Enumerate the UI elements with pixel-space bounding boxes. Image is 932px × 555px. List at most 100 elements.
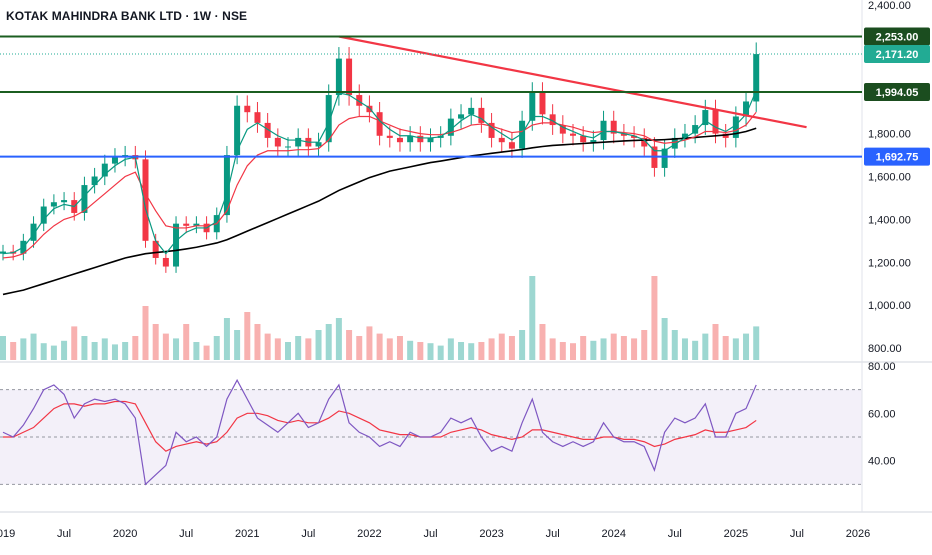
candle-body [488,122,495,138]
volume-bar [142,306,149,360]
volume-bar [213,336,220,360]
rsi-line [2,378,757,486]
candle-body [325,95,332,143]
volume-bar [447,338,454,360]
volume-bar [396,336,403,360]
candle-body [661,148,668,168]
time-tick-label: Jul [668,528,682,540]
candle-body [529,92,536,121]
last-price-label: 2,171.20 [876,49,919,61]
volume-bar [641,330,648,360]
volume-bar [478,342,485,360]
time-tick-label: 2019 [0,528,15,540]
candle-body [396,137,403,143]
volume-bar [570,343,576,360]
last-price-label-box [864,45,930,64]
volume-bar [50,345,57,360]
candle-body [61,200,68,203]
price-tick-label: 1,600.00 [868,172,911,184]
price-tick-label: 1,400.00 [868,214,911,226]
volume-bar [712,324,719,360]
candle-body [753,54,760,102]
time-tick-label: 2021 [235,528,259,540]
volume-bar [244,312,251,360]
level-label: 2,253.00 [876,32,919,44]
candle-body [447,118,454,136]
candle-body [743,101,750,117]
volume-bar [681,338,688,360]
candle-body [244,105,251,113]
volume-bar [590,340,597,360]
candle-body [234,105,241,156]
level-label: 1,994.05 [876,87,919,99]
level-label-box [864,147,930,166]
volume-bar [366,326,373,360]
volume-bar [722,336,729,360]
volume-bar [631,338,638,360]
level-label-box [864,83,930,102]
time-tick-label: Jul [301,528,315,540]
candle-body [315,142,322,147]
time-tick-label: 2026 [846,528,870,540]
candle-body [692,125,699,134]
time-tick-label: Jul [423,528,437,540]
candle-body [30,223,37,241]
volume-bar [101,338,108,360]
price-tick-label: 1,800.00 [868,129,911,141]
candle-body [458,114,465,119]
volume-bar [325,324,332,360]
volume-bar [732,338,739,360]
time-tick-label: Jul [790,528,804,540]
candle-body [346,58,353,96]
volume-bar [295,336,302,360]
volume-bar [661,318,668,360]
volume-bar [386,338,393,360]
volume-bar [91,342,98,360]
volume-bar [753,326,760,360]
candle-body [285,146,291,148]
candle-body [193,223,200,226]
candle-body [539,92,546,115]
chart-title: KOTAK MAHINDRA BANK LTD · 1W · NSE [6,9,248,23]
time-tick-label: 2024 [601,528,625,540]
candle-body [173,223,180,267]
volume-bar [519,330,526,360]
volume-bar [81,336,88,360]
volume-bar [223,318,230,360]
candle-body [407,135,414,143]
volume-bar [335,318,342,360]
price-tick-label: 1,200.00 [868,257,911,269]
candle-body [335,58,342,96]
candle-body [376,112,383,136]
volume-bar [162,333,169,360]
time-tick-label: Jul [546,528,560,540]
volume-bar [40,343,47,360]
volume-bar [498,333,505,360]
candle-body [549,114,556,126]
volume-bar [71,326,78,360]
volume-bar [274,338,281,360]
volume-bar [173,338,180,360]
volume-bar [407,340,414,360]
volume-bar [193,342,200,360]
volume-bar [529,276,536,360]
rsi-tick-label: 80.00 [868,361,896,373]
candle-body [702,110,709,126]
price-tick-label: 800.00 [868,343,902,355]
candle-body [631,135,638,138]
candle-body [590,140,597,143]
candle-body [223,155,230,216]
volume-bar [183,324,190,360]
candle-body [142,159,149,241]
volume-bar [580,336,587,360]
candle-body [0,251,6,254]
candle-body [559,125,566,134]
volume-bar [743,333,750,360]
candle-body [427,137,434,143]
volume-bar [468,343,475,360]
candle-body [356,95,363,106]
volume-bar [122,342,129,360]
level-label-box [864,27,930,46]
